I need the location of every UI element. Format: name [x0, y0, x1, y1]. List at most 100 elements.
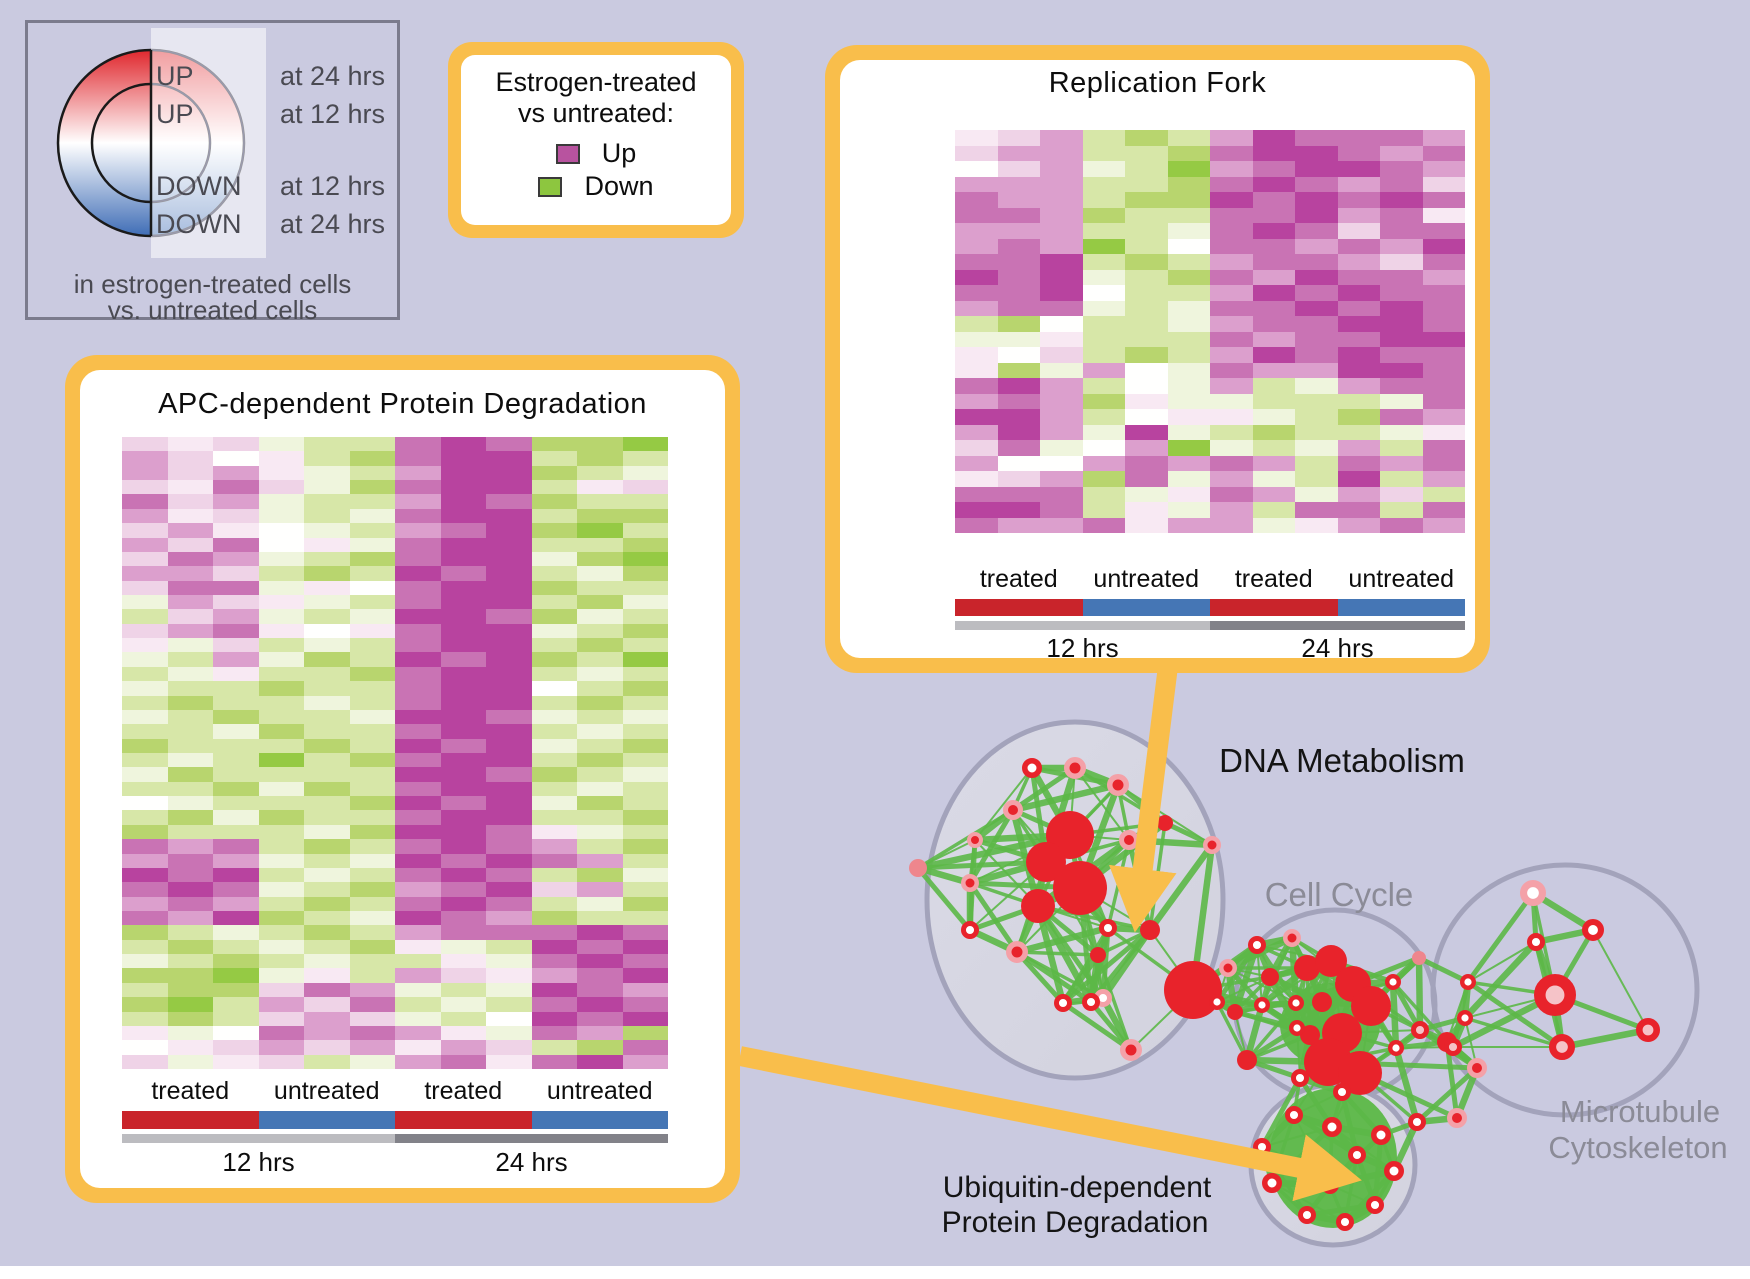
gene-node-pink[interactable]	[1412, 951, 1426, 965]
gene-node-pinkringR[interactable]	[1203, 836, 1221, 854]
gene-node-pink[interactable]	[909, 859, 927, 877]
gene-node-pinkringR[interactable]	[1467, 1058, 1487, 1078]
gene-node-solid[interactable]	[1090, 947, 1106, 963]
heatmap-cell	[213, 882, 259, 897]
gene-node-pinkringR[interactable]	[1064, 757, 1086, 779]
gene-node-solid[interactable]	[1351, 986, 1391, 1026]
gene-node-solid[interactable]	[1294, 955, 1320, 981]
gene-node-solid[interactable]	[1312, 992, 1332, 1012]
heatmap-cell	[213, 623, 259, 639]
gene-node-pinkringR[interactable]	[1283, 929, 1301, 947]
heatmap-cell	[213, 451, 259, 466]
heatmap-cell	[1337, 207, 1380, 223]
gene-node-ringW[interactable]	[1335, 1212, 1354, 1231]
gene-node-ringW[interactable]	[1247, 935, 1266, 954]
heatmap-cell	[1380, 440, 1423, 456]
gene-node-ringP[interactable]	[1410, 1020, 1429, 1039]
gene-node-pinkringR[interactable]	[1219, 959, 1237, 977]
gene-node-ringW[interactable]	[1253, 997, 1270, 1014]
gene-node-ringW[interactable]	[1022, 758, 1042, 778]
heatmap-cell	[1167, 254, 1210, 270]
heatmap-cell	[577, 738, 623, 753]
heatmap-cell	[395, 939, 441, 955]
gene-node-ringP[interactable]	[1548, 1033, 1575, 1060]
gene-node-solid[interactable]	[1026, 842, 1066, 882]
gene-node-solid[interactable]	[1227, 1004, 1243, 1020]
gene-node-solid[interactable]	[1300, 1025, 1320, 1045]
gene-node-ringW[interactable]	[1371, 1125, 1391, 1145]
gene-node-solid[interactable]	[1338, 1051, 1382, 1095]
heatmap-cell	[258, 796, 304, 811]
gene-node-ringP[interactable]	[1443, 1037, 1462, 1056]
gene-node-pinkringW[interactable]	[1519, 880, 1546, 907]
gene-node-ringW[interactable]	[1081, 992, 1100, 1011]
gene-node-solid[interactable]	[1315, 945, 1347, 977]
heatmap-cell	[258, 738, 304, 753]
gene-node-pinkringR[interactable]	[1120, 1039, 1142, 1061]
estrogen-legend-title: Estrogen-treated vs untreated:	[461, 67, 731, 129]
gene-node-ringW[interactable]	[1384, 1161, 1404, 1181]
heatmap-cell	[1337, 362, 1380, 378]
gene-node-ringW[interactable]	[1287, 995, 1304, 1012]
heatmap-cell	[349, 867, 395, 883]
gene-node-solid[interactable]	[1237, 1050, 1257, 1070]
gene-node-pinkringR[interactable]	[1119, 830, 1139, 850]
heatmap-cell	[122, 465, 168, 481]
heatmap-cell	[486, 480, 532, 495]
gene-node-ringW[interactable]	[960, 920, 979, 939]
gene-node-ringW[interactable]	[1320, 1175, 1339, 1194]
gene-node-ringW[interactable]	[1526, 932, 1545, 951]
gene-node-ringW[interactable]	[1262, 1173, 1282, 1193]
heatmap-cell	[395, 638, 441, 653]
bottom-white-strip	[0, 1266, 1750, 1279]
gene-node-solid[interactable]	[1157, 815, 1173, 831]
gene-node-ringP[interactable]	[1636, 1017, 1661, 1042]
heatmap-cell	[395, 551, 441, 567]
gene-node-ringW[interactable]	[1582, 919, 1605, 942]
heatmap-cell	[1125, 471, 1168, 487]
gene-node-ringW[interactable]	[1288, 1020, 1305, 1037]
gene-node-ringW[interactable]	[1384, 974, 1401, 991]
gene-node-pinkringR[interactable]	[1003, 800, 1023, 820]
gene-node-ringW[interactable]	[1459, 974, 1476, 991]
gene-node-pinkringR[interactable]	[1447, 1108, 1467, 1128]
gene-node-ringW[interactable]	[1098, 918, 1117, 937]
gene-node-ringW[interactable]	[1297, 1205, 1316, 1224]
gene-node-solid[interactable]	[1140, 920, 1160, 940]
gene-node-ringW[interactable]	[1347, 1145, 1366, 1164]
heatmap-cell	[1252, 285, 1295, 301]
heatmap-cell	[167, 609, 213, 624]
heatmap-cell	[1040, 362, 1083, 378]
gene-node-solid[interactable]	[1021, 889, 1055, 923]
sample-group-label: untreated	[273, 1077, 380, 1105]
heatmap-cell	[577, 566, 623, 581]
gene-node-pinkringR[interactable]	[1006, 941, 1028, 963]
heatmap-cell	[531, 939, 577, 955]
heatmap-cell	[1082, 486, 1125, 502]
heatmap-cell	[167, 810, 213, 825]
gene-node-ringW[interactable]	[1208, 994, 1225, 1011]
gene-node-ringW[interactable]	[1322, 1117, 1342, 1137]
gene-node-pinkringR[interactable]	[967, 832, 983, 848]
gene-node-ringP[interactable]	[1534, 974, 1577, 1017]
gene-node-ringW[interactable]	[1053, 993, 1072, 1012]
gene-node-ringW[interactable]	[1407, 1112, 1426, 1131]
heatmap-cell	[395, 537, 441, 552]
gene-node-ringW[interactable]	[1284, 1105, 1303, 1124]
heatmap-cell	[349, 609, 395, 624]
gene-node-ringW[interactable]	[1332, 1082, 1351, 1101]
heatmap-cell	[577, 867, 623, 883]
gene-node-solid[interactable]	[1164, 961, 1222, 1019]
heatmap-cell	[1295, 145, 1338, 161]
gene-node-pinkringR[interactable]	[1107, 774, 1129, 796]
gene-node-solid[interactable]	[1261, 968, 1279, 986]
heatmap-cell	[1380, 393, 1423, 409]
heatmap-cell	[486, 451, 532, 466]
gene-node-ringW[interactable]	[1290, 1068, 1309, 1087]
gene-node-pinkringR[interactable]	[961, 874, 979, 892]
heatmap-cell	[577, 623, 623, 639]
gene-node-solid[interactable]	[1053, 861, 1107, 915]
gene-node-ringW[interactable]	[1365, 1195, 1384, 1214]
gene-node-ringW[interactable]	[1387, 1039, 1404, 1056]
gene-node-ringW[interactable]	[1456, 1010, 1473, 1027]
